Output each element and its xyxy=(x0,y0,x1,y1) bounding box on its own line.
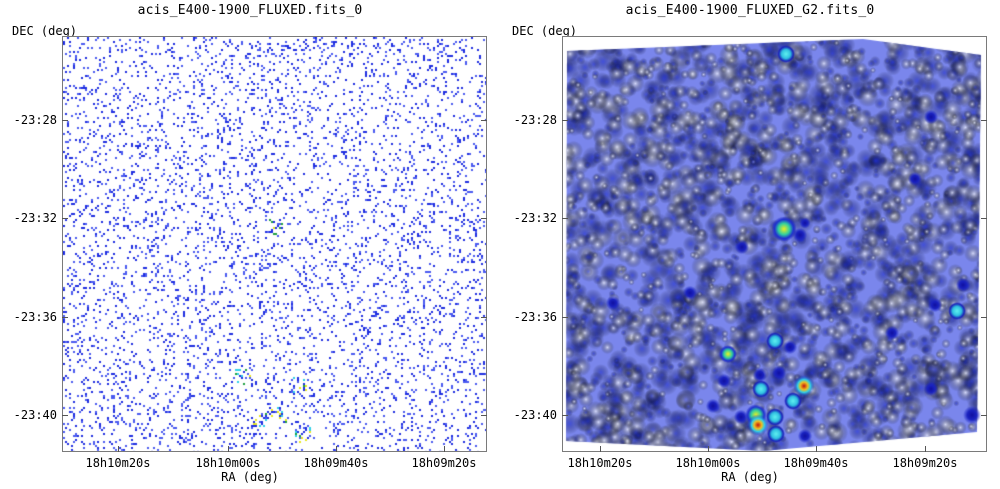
x-axis-label: RA (deg) xyxy=(221,470,279,484)
y-tick-label: -23:36 xyxy=(513,310,557,324)
x-tick-label: 18h10m00s xyxy=(195,456,261,470)
y-tick-label: -23:40 xyxy=(513,408,557,422)
y-tick-label: -23:32 xyxy=(13,211,57,225)
y-tick-label: -23:28 xyxy=(13,113,57,127)
y-tick-mark xyxy=(62,218,68,219)
fluxed-image-canvas[interactable] xyxy=(63,37,486,451)
x-tick-mark xyxy=(444,446,445,452)
y-tick-mark xyxy=(481,120,487,121)
x-tick-mark xyxy=(118,446,119,452)
y-tick-label: -23:28 xyxy=(513,113,557,127)
x-tick-label: 18h10m00s xyxy=(675,456,741,470)
left-panel: acis_E400-1900_FLUXED.fits_0 DEC (deg) -… xyxy=(12,3,487,484)
x-tick-label: 18h09m40s xyxy=(303,456,369,470)
smoothed-image-canvas[interactable] xyxy=(563,37,986,451)
y-tick-mark xyxy=(562,218,568,219)
x-tick-label: 18h09m40s xyxy=(783,456,849,470)
y-tick-mark xyxy=(981,317,987,318)
x-tick-mark xyxy=(600,446,601,452)
y-tick-mark xyxy=(481,218,487,219)
y-tick-mark xyxy=(562,415,568,416)
y-tick-mark xyxy=(481,317,487,318)
y-tick-mark xyxy=(62,120,68,121)
y-tick-mark xyxy=(562,317,568,318)
x-tick-mark xyxy=(336,446,337,452)
y-tick-mark xyxy=(62,415,68,416)
y-tick-mark xyxy=(981,120,987,121)
y-tick-mark xyxy=(981,218,987,219)
right-panel: acis_E400-1900_FLUXED_G2.fits_0 DEC (deg… xyxy=(500,0,1000,489)
y-tick-label: -23:32 xyxy=(513,211,557,225)
x-tick-label: 18h10m20s xyxy=(85,456,151,470)
panel-title: acis_E400-1900_FLUXED_G2.fits_0 xyxy=(625,3,875,18)
image-frame[interactable] xyxy=(62,36,487,452)
y-tick-mark xyxy=(562,120,568,121)
y-tick-mark xyxy=(481,415,487,416)
y-tick-mark xyxy=(981,415,987,416)
x-tick-mark xyxy=(708,446,709,452)
y-tick-label: -23:36 xyxy=(13,310,57,324)
panel-title: acis_E400-1900_FLUXED.fits_0 xyxy=(137,3,363,18)
x-tick-label: 18h10m20s xyxy=(567,456,633,470)
x-tick-label: 18h09m20s xyxy=(411,456,477,470)
image-frame[interactable] xyxy=(562,36,987,452)
y-axis-label: DEC (deg) xyxy=(12,24,78,38)
x-axis-label: RA (deg) xyxy=(721,470,779,484)
x-tick-mark xyxy=(816,446,817,452)
x-tick-label: 18h09m20s xyxy=(892,456,958,470)
y-tick-label: -23:40 xyxy=(13,408,57,422)
x-tick-mark xyxy=(925,446,926,452)
x-tick-mark xyxy=(228,446,229,452)
y-axis-label: DEC (deg) xyxy=(512,24,578,38)
y-tick-mark xyxy=(62,317,68,318)
